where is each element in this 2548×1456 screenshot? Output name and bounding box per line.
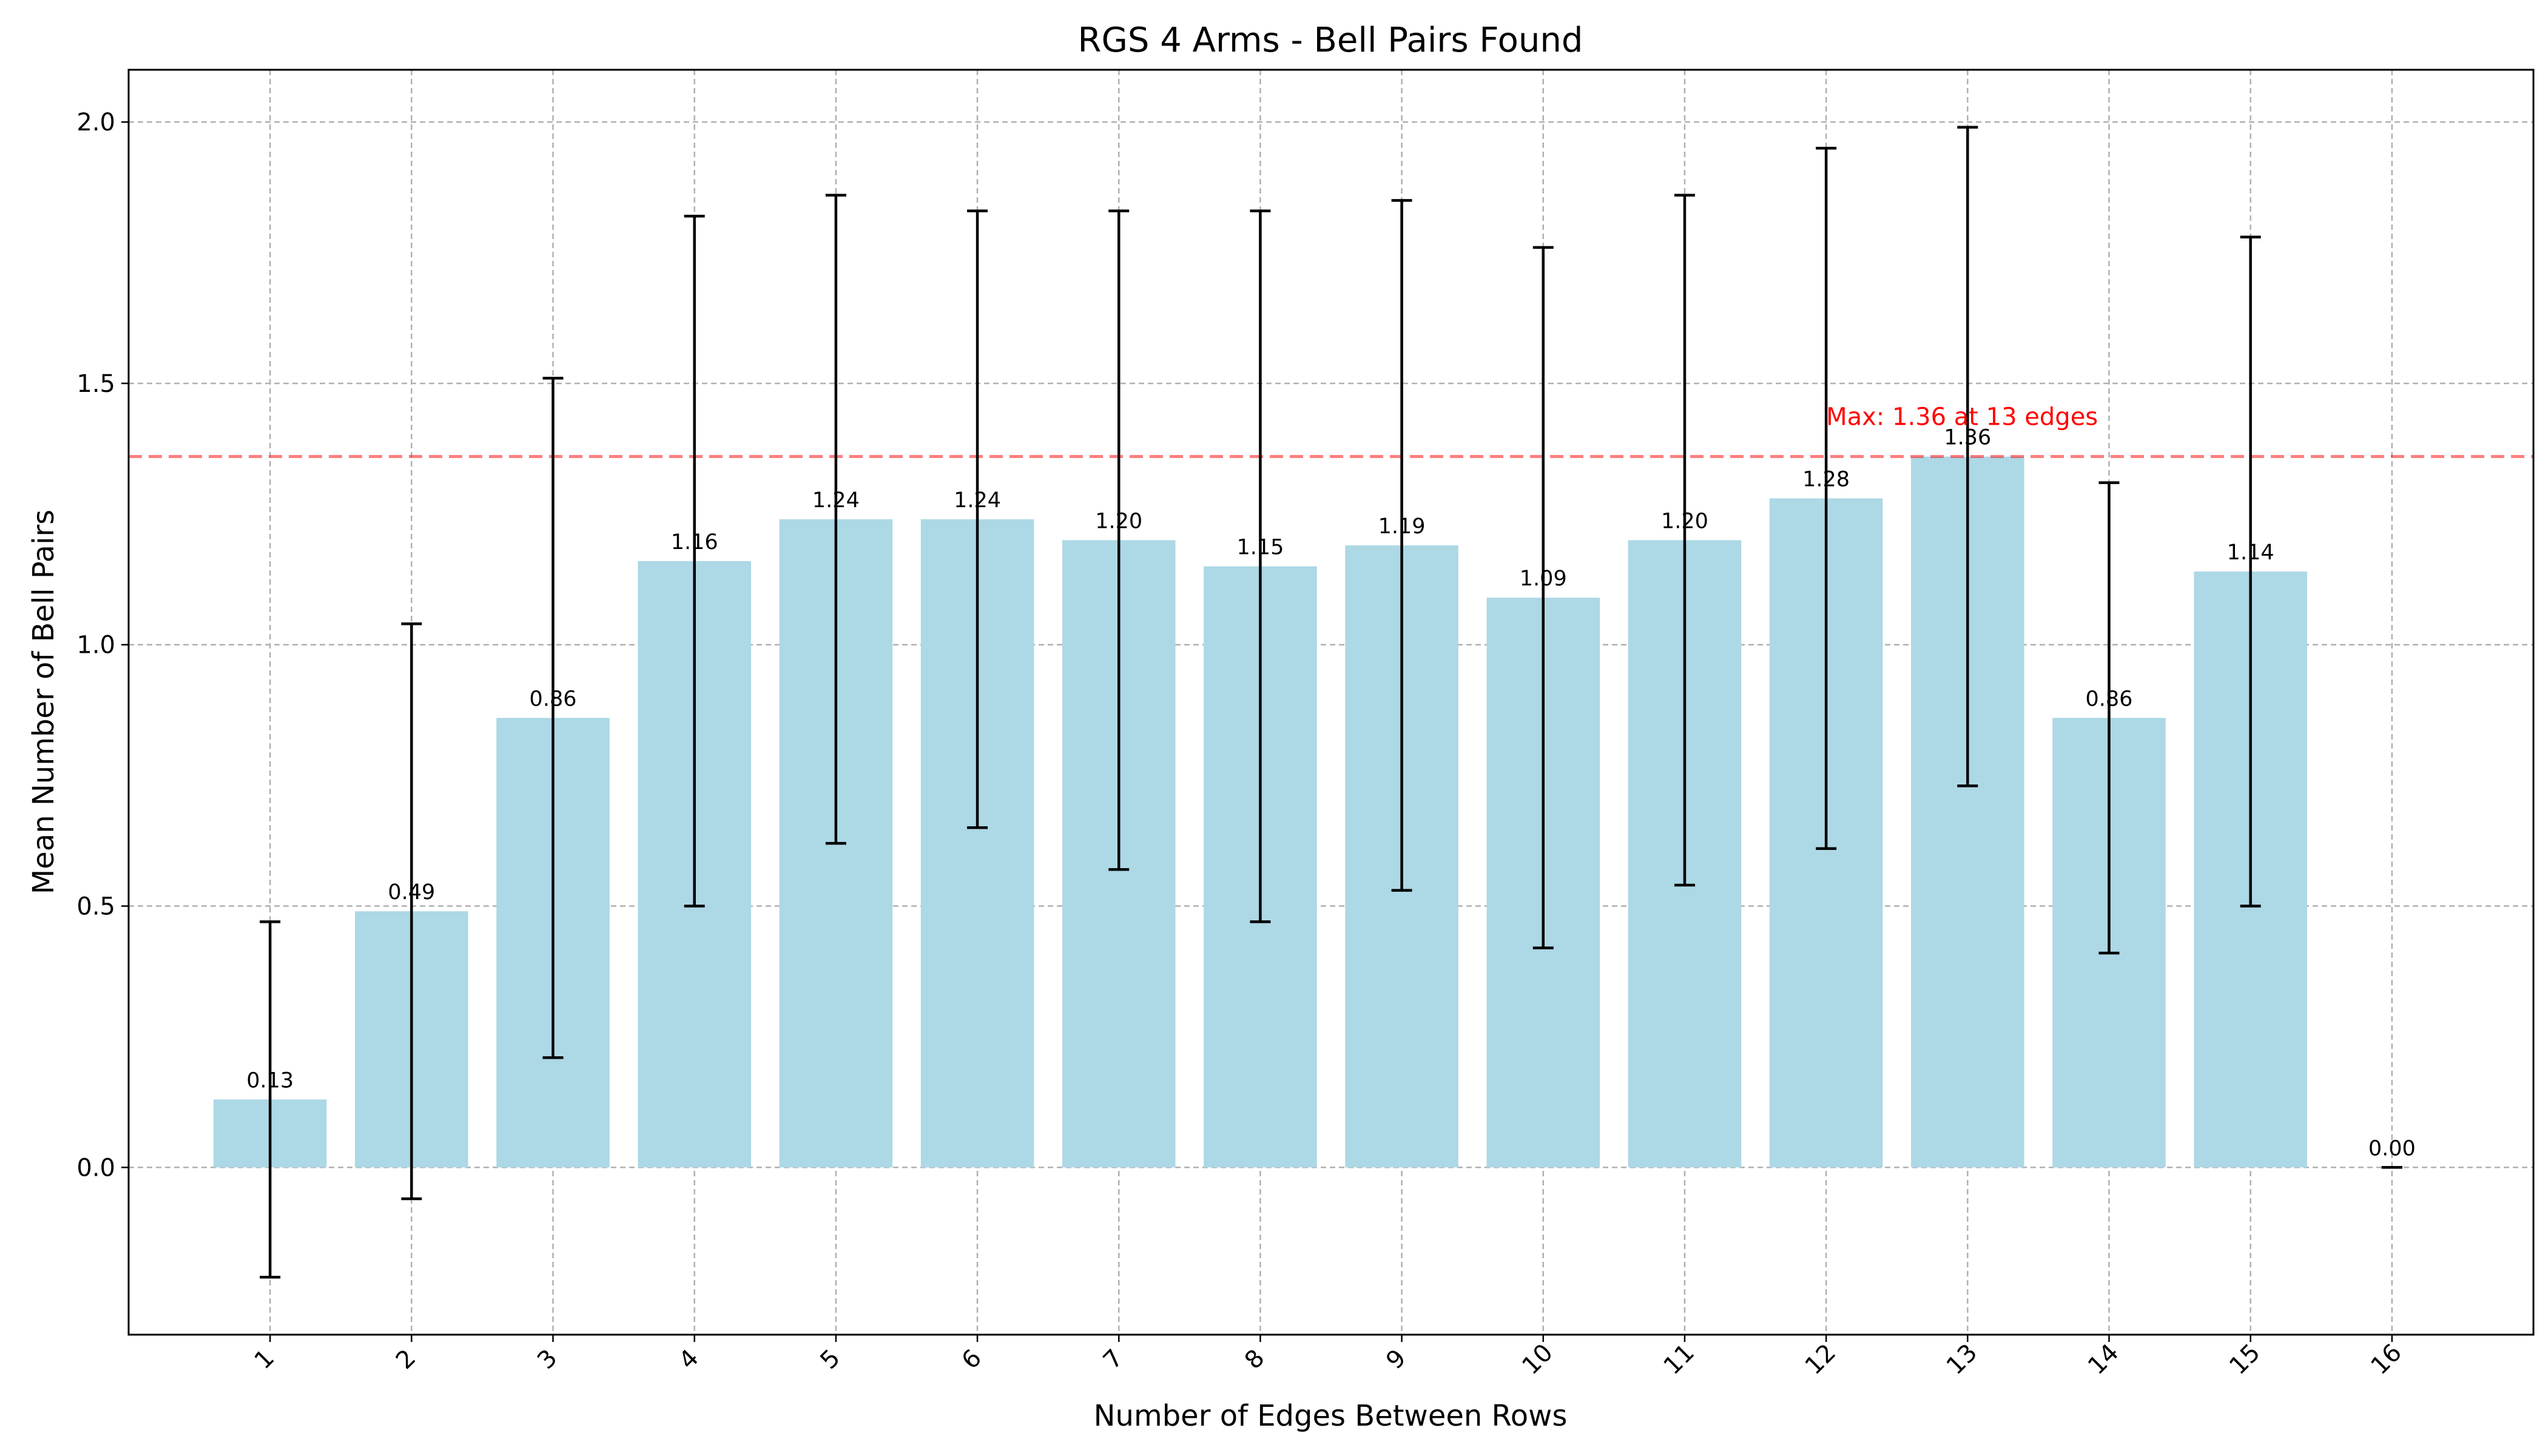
data-label: 1.24 [954, 488, 1001, 513]
plot-frame [127, 69, 2535, 1336]
y-tick-label: 0.5 [76, 893, 115, 921]
y-tick-label: 1.0 [76, 632, 115, 659]
data-label: 0.86 [530, 687, 577, 711]
data-label: 0.86 [2086, 687, 2133, 711]
data-label: 1.15 [1236, 535, 1284, 559]
y-tick-label: 0.0 [76, 1154, 115, 1182]
data-label: 1.14 [2227, 541, 2274, 565]
y-axis-label: Mean Number of Bell Pairs [27, 510, 61, 894]
data-label: 0.00 [2368, 1136, 2416, 1161]
data-label: 1.24 [812, 488, 860, 513]
chart-title: RGS 4 Arms - Bell Pairs Found [1078, 21, 1583, 60]
data-label: 0.49 [388, 880, 435, 905]
max-line-label: Max: 1.36 at 13 edges [1826, 403, 2098, 431]
data-label: 1.20 [1095, 509, 1142, 533]
data-label: 1.09 [1520, 567, 1567, 591]
error-bars [260, 126, 2402, 1279]
data-label: 0.13 [246, 1068, 294, 1093]
data-labels: 0.13 0.49 0.86 1.16 1.24 1.24 1.20 1.15 1.19 1.09… [246, 403, 2416, 1161]
x-axis-label: Number of Edges Between Rows [1094, 1399, 1568, 1433]
data-label: 1.16 [671, 530, 718, 554]
data-label: 1.36 [1944, 426, 1991, 450]
y-tick-label: 2.0 [76, 109, 115, 136]
data-label: 1.20 [1661, 509, 1708, 533]
y-tick-label: 1.5 [76, 370, 115, 398]
data-label: 1.28 [1802, 467, 1850, 491]
data-label: 1.19 [1378, 514, 1426, 539]
